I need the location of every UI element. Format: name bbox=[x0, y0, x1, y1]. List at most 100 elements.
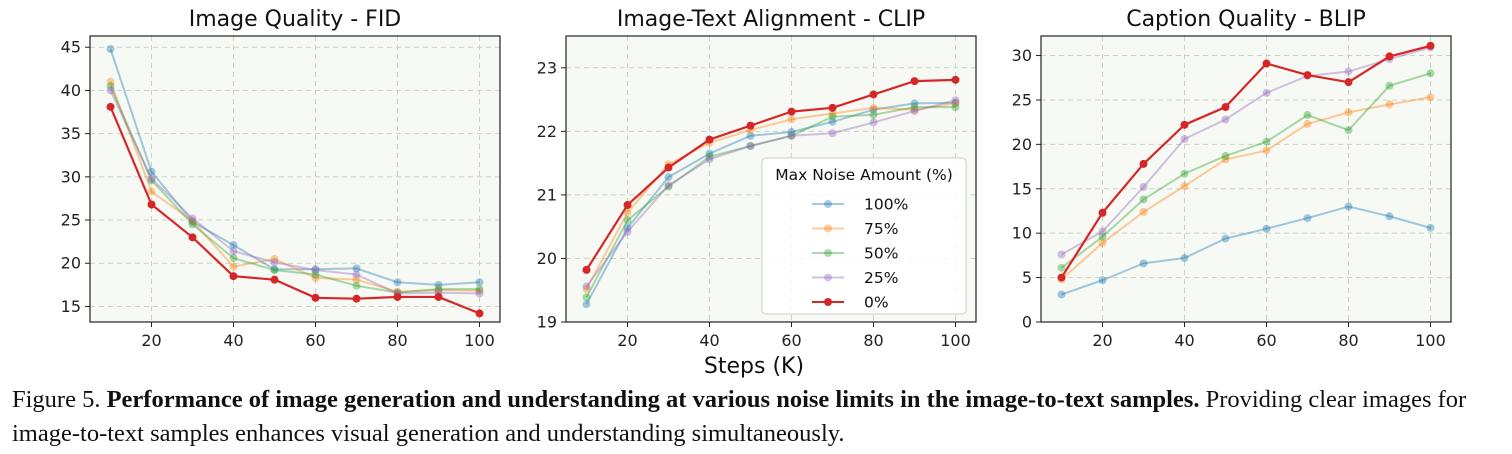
data-point-100pct bbox=[1303, 214, 1312, 223]
x-tick-label: 20 bbox=[617, 331, 637, 350]
data-point-0pct bbox=[1180, 120, 1189, 129]
series-line-75pct bbox=[585, 102, 956, 290]
data-point-100pct bbox=[705, 149, 714, 158]
data-point-50pct bbox=[1385, 81, 1394, 90]
data-point-25pct bbox=[1139, 182, 1148, 191]
axes-frame bbox=[1040, 35, 1452, 323]
data-point-75pct bbox=[910, 105, 919, 114]
data-point-75pct bbox=[229, 262, 238, 271]
series-line-0pct bbox=[585, 78, 956, 271]
data-point-25pct bbox=[1344, 67, 1353, 76]
data-point-50pct bbox=[352, 281, 361, 290]
data-point-100pct bbox=[828, 117, 837, 126]
data-point-50pct bbox=[705, 152, 714, 161]
data-point-50pct bbox=[147, 176, 156, 185]
data-point-0pct bbox=[869, 90, 878, 99]
legend-marker bbox=[824, 224, 832, 233]
legend-entry: 50% bbox=[864, 245, 898, 263]
data-point-0pct bbox=[106, 102, 115, 111]
chart-panel-3: Caption Quality - BLIP 20 40 60 80 100 0 5 10 15 2… bbox=[1012, 7, 1452, 350]
x-tick-label: 40 bbox=[699, 331, 719, 350]
data-point-0pct bbox=[1344, 78, 1353, 87]
data-point-50pct bbox=[311, 270, 320, 279]
data-point-25pct bbox=[664, 181, 673, 190]
data-point-75pct bbox=[787, 115, 796, 124]
data-point-100pct bbox=[664, 173, 673, 182]
y-tick-label: 35 bbox=[61, 124, 81, 143]
y-tick-label: 15 bbox=[61, 297, 81, 316]
data-point-50pct bbox=[869, 110, 878, 119]
y-tick-label: 22 bbox=[537, 122, 557, 141]
data-point-100pct bbox=[1385, 212, 1394, 221]
data-point-100pct bbox=[1139, 259, 1148, 268]
data-point-75pct bbox=[623, 208, 632, 217]
data-point-0pct bbox=[787, 107, 796, 116]
series-line-100pct bbox=[585, 101, 956, 305]
data-point-100pct bbox=[188, 217, 197, 226]
data-point-25pct bbox=[1262, 88, 1271, 97]
x-tick-label: 20 bbox=[141, 331, 161, 350]
legend-marker bbox=[824, 273, 832, 282]
series-line-25pct bbox=[109, 90, 480, 295]
legend-marker bbox=[824, 298, 832, 306]
data-point-50pct bbox=[1057, 263, 1066, 272]
data-point-100pct bbox=[352, 264, 361, 273]
data-point-0pct bbox=[311, 293, 320, 302]
y-tick-label: 20 bbox=[61, 254, 81, 273]
series-line-100pct bbox=[1061, 205, 1431, 296]
y-tick-label: 25 bbox=[1012, 90, 1032, 109]
legend-entry: 75% bbox=[864, 220, 898, 238]
data-point-25pct bbox=[1057, 250, 1066, 259]
data-point-50pct bbox=[1262, 137, 1271, 146]
data-point-75pct bbox=[147, 187, 156, 196]
chart-title: Image-Text Alignment - CLIP bbox=[617, 7, 925, 32]
data-point-75pct bbox=[352, 275, 361, 284]
data-point-25pct bbox=[582, 282, 591, 291]
data-point-100pct bbox=[1098, 276, 1107, 285]
data-point-25pct bbox=[311, 266, 320, 275]
data-point-0pct bbox=[475, 309, 484, 318]
data-point-75pct bbox=[1180, 182, 1189, 191]
y-tick-label: 25 bbox=[61, 211, 81, 230]
data-point-100pct bbox=[1221, 234, 1230, 243]
y-tick-label: 5 bbox=[1022, 268, 1032, 287]
x-tick-label: 60 bbox=[781, 331, 801, 350]
data-point-100pct bbox=[147, 167, 156, 176]
data-point-75pct bbox=[828, 109, 837, 118]
x-tick-label: 100 bbox=[1415, 331, 1446, 350]
data-point-0pct bbox=[270, 275, 279, 284]
legend-title: Max Noise Amount (%) bbox=[775, 166, 953, 184]
data-point-25pct bbox=[828, 129, 837, 138]
y-tick-label: 0 bbox=[1022, 313, 1032, 332]
data-point-0pct bbox=[623, 201, 632, 210]
axes-frame bbox=[89, 35, 501, 323]
data-point-100pct bbox=[582, 300, 591, 309]
data-point-50pct bbox=[1221, 151, 1230, 160]
x-tick-label: 80 bbox=[1338, 331, 1358, 350]
data-point-0pct bbox=[746, 121, 755, 130]
legend-entry: 100% bbox=[864, 196, 908, 214]
plot-background bbox=[1041, 36, 1451, 322]
data-point-0pct bbox=[147, 200, 156, 209]
data-point-50pct bbox=[746, 141, 755, 150]
legend-box bbox=[761, 157, 967, 315]
data-point-0pct bbox=[910, 77, 919, 86]
data-point-0pct bbox=[664, 163, 673, 172]
legend-marker bbox=[824, 200, 832, 208]
data-point-50pct bbox=[828, 112, 837, 121]
data-point-100pct bbox=[393, 278, 402, 287]
data-point-75pct bbox=[1303, 119, 1312, 128]
data-point-50pct bbox=[664, 182, 673, 191]
data-point-0pct bbox=[951, 75, 960, 84]
data-point-100pct bbox=[229, 241, 238, 250]
data-point-75pct bbox=[1262, 146, 1271, 155]
series-line-50pct bbox=[1060, 72, 1431, 269]
data-point-75pct bbox=[106, 77, 115, 86]
data-point-100pct bbox=[1344, 202, 1353, 211]
data-point-75pct bbox=[270, 254, 279, 263]
caption-label: Figure 5. bbox=[12, 386, 101, 413]
legend-entry: 0% bbox=[864, 294, 889, 312]
figure-caption: Figure 5. Performance of image generatio… bbox=[12, 383, 1507, 451]
data-point-75pct bbox=[1344, 108, 1353, 117]
chart-panel-2: Image-Text Alignment - CLIP 20 40 60 80 100 19… bbox=[537, 7, 977, 350]
